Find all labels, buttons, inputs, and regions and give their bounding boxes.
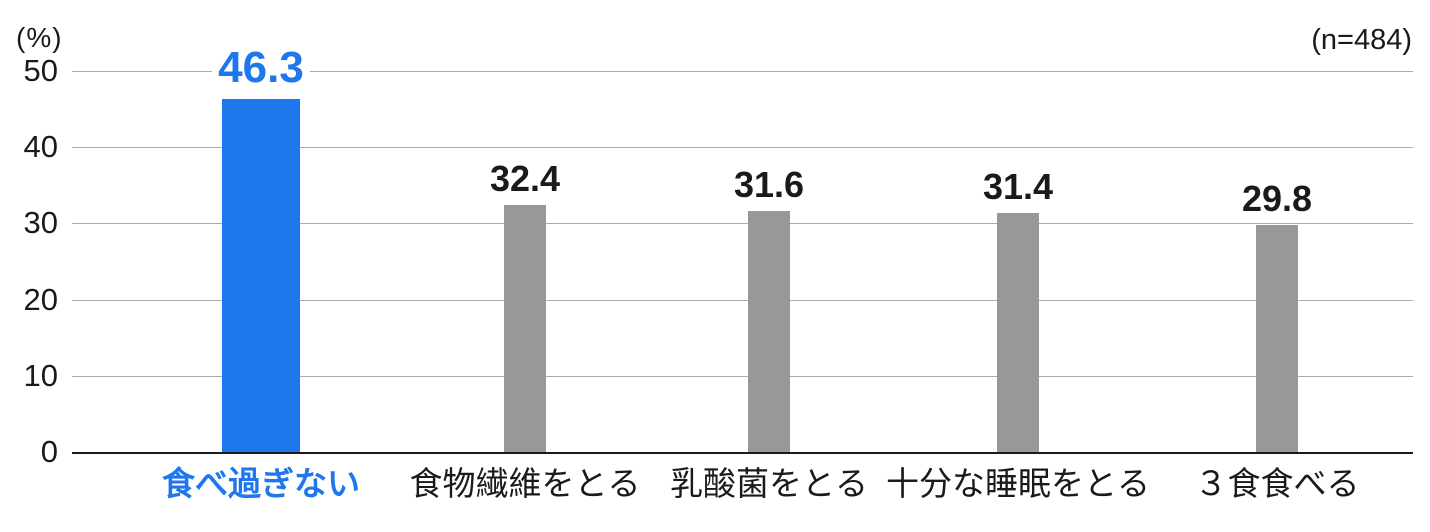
gridline-40	[72, 147, 1413, 148]
y-tick-label-50: 50	[23, 53, 58, 88]
y-tick-label-40: 40	[23, 129, 58, 164]
bar-value-label: 31.4	[976, 166, 1060, 207]
bar-value-label: 32.4	[483, 159, 567, 200]
gridline-20	[72, 300, 1413, 301]
y-tick-label-0: 0	[40, 434, 58, 469]
category-label-2: 食物繊維をとる	[409, 465, 641, 502]
category-label-1: 食べ過ぎない	[162, 465, 360, 502]
x-axis-line	[72, 452, 1413, 454]
category-label-3: 乳酸菌をとる	[670, 465, 868, 502]
bar-tabesuginai	[222, 99, 300, 452]
y-axis-unit-label: (%)	[16, 22, 63, 53]
gridline-50	[72, 71, 1413, 72]
category-label-4: 十分な睡眠をとる	[886, 465, 1150, 502]
bar-value-label: 31.6	[727, 165, 811, 206]
bar-shokumotsu-seni	[504, 205, 546, 452]
bar-juubun-suimin	[997, 212, 1039, 452]
bar-column-1: 46.3	[141, 44, 381, 452]
bar-column-4: 31.4	[898, 166, 1138, 452]
y-tick-label-20: 20	[23, 282, 58, 317]
bar-value-label: 46.3	[212, 44, 310, 93]
bar-sanshoku-taberu	[1256, 224, 1298, 452]
y-tick-label-10: 10	[23, 358, 58, 393]
bar-value-label: 29.8	[1235, 178, 1319, 219]
category-label-5: ３食食べる	[1194, 465, 1360, 502]
bar-column-2: 32.4	[405, 159, 645, 452]
gridline-30	[72, 223, 1413, 224]
sample-size-label: (n=484)	[1311, 24, 1412, 56]
y-tick-label-30: 30	[23, 205, 58, 240]
bar-nyusankin	[748, 211, 790, 452]
gridline-10	[72, 376, 1413, 377]
bar-column-3: 31.6	[649, 165, 889, 452]
bar-column-5: 29.8	[1157, 178, 1397, 452]
plot-area	[72, 71, 1413, 452]
